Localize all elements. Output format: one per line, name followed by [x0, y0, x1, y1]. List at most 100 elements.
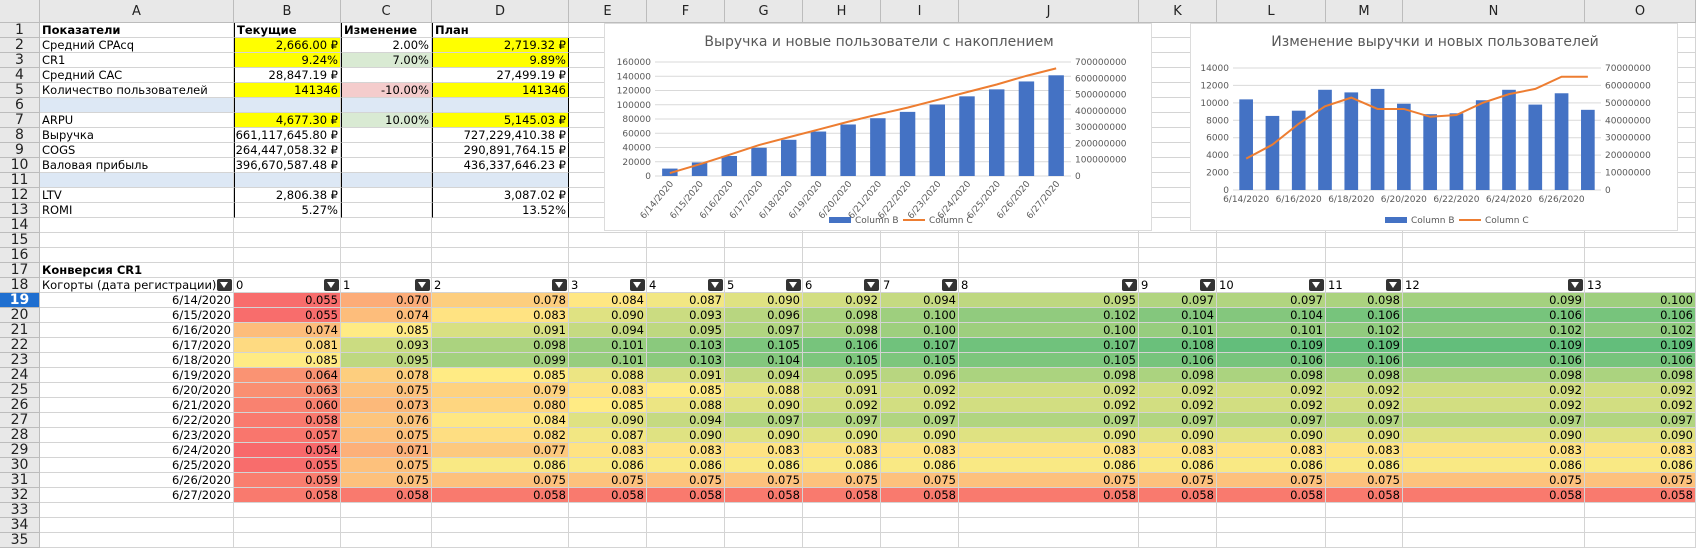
conversion-value[interactable]: 0.086: [1326, 458, 1403, 473]
conversion-value[interactable]: 0.098: [803, 308, 881, 323]
conversion-value[interactable]: 0.096: [881, 368, 959, 383]
empty-cell[interactable]: [1139, 533, 1217, 548]
conversion-value[interactable]: 0.109: [1217, 338, 1326, 353]
line-column-c[interactable]: [669, 67, 1057, 175]
row-header[interactable]: 14: [0, 217, 40, 233]
conversion-value[interactable]: 0.088: [725, 383, 803, 398]
bar-column-b[interactable]: [1449, 113, 1464, 190]
bar-column-b[interactable]: [840, 124, 856, 176]
row-header[interactable]: 26: [0, 397, 40, 413]
conversion-value[interactable]: 0.058: [1217, 488, 1326, 503]
empty-cell[interactable]: [432, 248, 569, 263]
metric-change[interactable]: 10.00%: [341, 113, 432, 128]
metric-plan[interactable]: 13.52%: [432, 203, 569, 218]
filter-dropdown-icon[interactable]: [786, 279, 801, 291]
conversion-value[interactable]: 0.092: [803, 398, 881, 413]
conversion-value[interactable]: 0.083: [1217, 443, 1326, 458]
conversion-value[interactable]: 0.079: [432, 383, 569, 398]
cohort-date[interactable]: 6/16/2020: [40, 323, 234, 338]
conversion-value[interactable]: 0.074: [234, 323, 341, 338]
metric-change[interactable]: [341, 173, 432, 188]
period-header[interactable]: 4: [647, 278, 725, 293]
row-header[interactable]: 1: [0, 22, 40, 38]
conversion-value[interactable]: 0.102: [1403, 323, 1585, 338]
filter-dropdown-icon[interactable]: [1309, 279, 1324, 291]
conversion-value[interactable]: 0.096: [725, 308, 803, 323]
header-plan[interactable]: План: [432, 23, 569, 38]
conversion-title[interactable]: Конверсия CR1: [40, 263, 234, 278]
filter-dropdown-icon[interactable]: [1568, 279, 1583, 291]
metric-label[interactable]: CR1: [40, 53, 234, 68]
period-header[interactable]: 10: [1217, 278, 1326, 293]
cohort-date[interactable]: 6/26/2020: [40, 473, 234, 488]
row-header[interactable]: 6: [0, 97, 40, 113]
metric-current[interactable]: [234, 98, 341, 113]
row-header[interactable]: 5: [0, 82, 40, 98]
conversion-value[interactable]: 0.060: [234, 398, 341, 413]
empty-cell[interactable]: [234, 518, 341, 533]
empty-cell[interactable]: [959, 518, 1139, 533]
conversion-value[interactable]: 0.090: [725, 428, 803, 443]
metric-label[interactable]: Средний CAC: [40, 68, 234, 83]
empty-cell[interactable]: [432, 263, 569, 278]
metric-label[interactable]: [40, 173, 234, 188]
filter-dropdown-icon[interactable]: [1122, 279, 1137, 291]
metric-current[interactable]: 9.24%: [234, 53, 341, 68]
conversion-value[interactable]: 0.092: [1139, 398, 1217, 413]
bar-column-b[interactable]: [1581, 109, 1595, 190]
metric-current[interactable]: 396,670,587.48 ₽: [234, 158, 341, 173]
conversion-value[interactable]: 0.088: [569, 368, 647, 383]
bar-column-b[interactable]: [899, 111, 916, 176]
conversion-value[interactable]: 0.076: [341, 413, 432, 428]
conversion-value[interactable]: 0.107: [959, 338, 1139, 353]
conversion-value[interactable]: 0.054: [234, 443, 341, 458]
conversion-value[interactable]: 0.092: [959, 383, 1139, 398]
empty-cell[interactable]: [40, 218, 234, 233]
conversion-value[interactable]: 0.058: [1139, 488, 1217, 503]
row-header[interactable]: 23: [0, 352, 40, 368]
conversion-value[interactable]: 0.075: [959, 473, 1139, 488]
empty-cell[interactable]: [647, 518, 725, 533]
metric-plan[interactable]: [432, 173, 569, 188]
conversion-value[interactable]: 0.075: [569, 473, 647, 488]
metric-current[interactable]: [234, 173, 341, 188]
metric-change[interactable]: [341, 68, 432, 83]
metric-label[interactable]: Количество пользователей: [40, 83, 234, 98]
cohort-date[interactable]: 6/20/2020: [40, 383, 234, 398]
empty-cell[interactable]: [432, 233, 569, 248]
conversion-value[interactable]: 0.098: [1403, 368, 1585, 383]
conversion-value[interactable]: 0.097: [1326, 413, 1403, 428]
empty-cell[interactable]: [803, 533, 881, 548]
conversion-value[interactable]: 0.095: [803, 368, 881, 383]
period-header[interactable]: 3: [569, 278, 647, 293]
conversion-value[interactable]: 0.097: [1217, 413, 1326, 428]
conversion-value[interactable]: 0.090: [1585, 428, 1696, 443]
empty-cell[interactable]: [1326, 233, 1403, 248]
empty-cell[interactable]: [803, 233, 881, 248]
conversion-value[interactable]: 0.090: [881, 428, 959, 443]
conversion-value[interactable]: 0.058: [881, 488, 959, 503]
empty-cell[interactable]: [341, 533, 432, 548]
empty-cell[interactable]: [803, 248, 881, 263]
metric-current[interactable]: 2,806.38 ₽: [234, 188, 341, 203]
metric-change[interactable]: [341, 203, 432, 218]
conversion-value[interactable]: 0.084: [569, 293, 647, 308]
period-header[interactable]: 5: [725, 278, 803, 293]
conversion-value[interactable]: 0.100: [1585, 293, 1696, 308]
conversion-value[interactable]: 0.083: [803, 443, 881, 458]
empty-cell[interactable]: [1403, 503, 1585, 518]
conversion-value[interactable]: 0.075: [341, 428, 432, 443]
period-header[interactable]: 0: [234, 278, 341, 293]
conversion-value[interactable]: 0.058: [234, 488, 341, 503]
conversion-value[interactable]: 0.086: [1403, 458, 1585, 473]
empty-cell[interactable]: [1403, 233, 1585, 248]
column-header[interactable]: H: [803, 0, 881, 23]
conversion-value[interactable]: 0.109: [1326, 338, 1403, 353]
conversion-value[interactable]: 0.106: [1403, 308, 1585, 323]
conversion-value[interactable]: 0.057: [234, 428, 341, 443]
conversion-value[interactable]: 0.083: [569, 443, 647, 458]
conversion-value[interactable]: 0.092: [1585, 398, 1696, 413]
conversion-value[interactable]: 0.087: [569, 428, 647, 443]
row-header[interactable]: 7: [0, 112, 40, 128]
conversion-value[interactable]: 0.092: [1326, 383, 1403, 398]
